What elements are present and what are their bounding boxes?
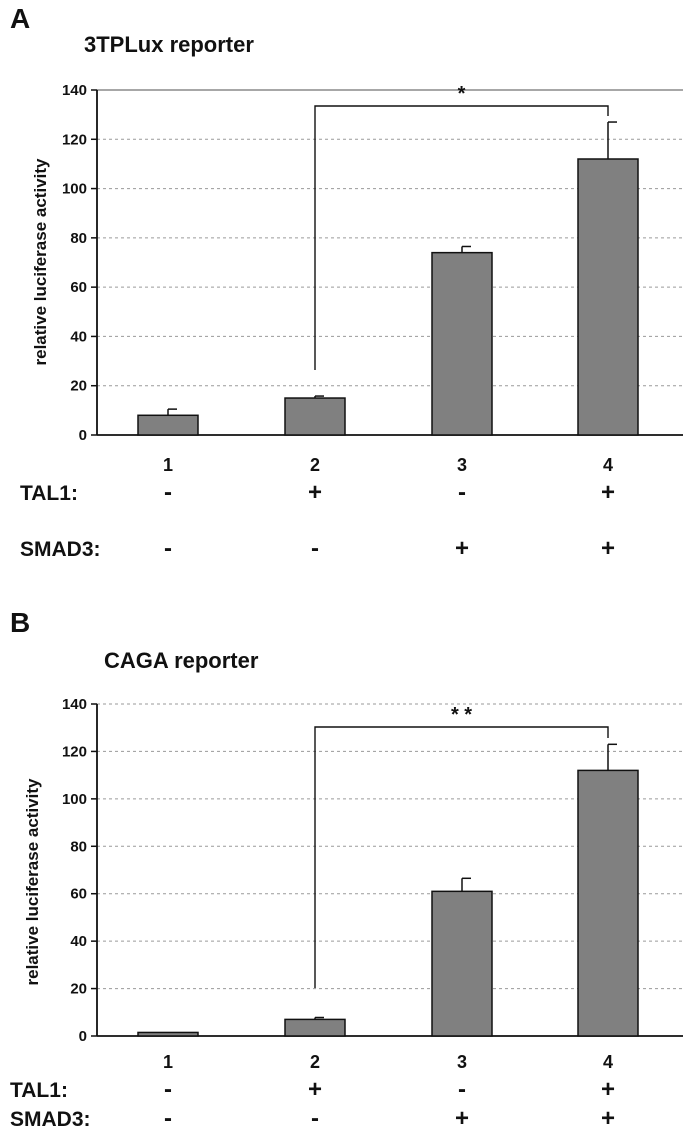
panel-b-significance-label: * *	[451, 704, 472, 726]
panel-b-condition-sign: -	[458, 1076, 466, 1103]
panel-a-plot: 0 20 40 60 80 100 120 140 relative luciferase ac…	[20, 82, 683, 562]
panel-b-y-axis-label: relative luciferase activity	[23, 778, 42, 986]
panel-a-significance-label: *	[458, 83, 466, 105]
panel-a-condition-sign: +	[601, 479, 615, 506]
panel-b-bar-2	[284, 1018, 346, 1037]
panel-a-y-axis-label: relative luciferase activity	[31, 158, 50, 366]
panel-b-condition-sign: +	[308, 1076, 322, 1103]
panel-a-category-label-1: 1	[163, 455, 173, 475]
panel-b-bar-3	[431, 890, 493, 1037]
panel-a-title: 3TPLux reporter	[84, 32, 254, 57]
panel-b-condition-label-1: TAL1:	[10, 1079, 68, 1102]
panel-b-condition-sign: +	[455, 1105, 469, 1132]
panel-b-ytick-label: 40	[70, 933, 87, 950]
panel-b-letter: B	[10, 607, 30, 638]
panel-a-ytick-label: 120	[62, 131, 87, 148]
panel-b-condition-sign: -	[164, 1105, 172, 1132]
panel-b-ytick-label: 140	[62, 696, 87, 713]
panel-b-bar-1	[137, 1031, 199, 1037]
panel-a-bar-1	[137, 414, 199, 436]
panel-a-condition-sign: -	[164, 535, 172, 562]
panel-a-category-label-3: 3	[457, 455, 467, 475]
panel-a-ytick-label: 0	[79, 427, 87, 444]
panel-b-category-label-3: 3	[457, 1052, 467, 1072]
panel-a-bar-2	[284, 397, 346, 436]
panel-a-condition-label-1: TAL1:	[20, 482, 78, 505]
panel-b-bar-4	[577, 769, 639, 1037]
panel-b-condition-sign: -	[311, 1105, 319, 1132]
panel-a-condition-sign: -	[458, 479, 466, 506]
panel-b-category-label-4: 4	[603, 1052, 613, 1072]
panel-a-condition-label-2: SMAD3:	[20, 538, 101, 561]
panel-b-condition-sign: +	[601, 1076, 615, 1103]
panel-b-ytick-label: 120	[62, 743, 87, 760]
panel-b-condition-sign: +	[601, 1105, 615, 1132]
panel-a: A 3TPLux reporter 0 20 40 60 80 100 120 140 rela…	[10, 3, 683, 562]
panel-a-bar-4	[577, 158, 639, 436]
panel-a-condition-sign: +	[308, 479, 322, 506]
panel-a-bar-3	[431, 251, 493, 436]
panel-b-significance-bracket	[314, 726, 609, 988]
panel-a-ytick-label: 20	[70, 378, 87, 395]
panel-a-letter: A	[10, 3, 30, 34]
panel-a-significance-bracket	[314, 105, 609, 370]
panel-a-condition-sign: -	[311, 535, 319, 562]
panel-b-condition-label-2: SMAD3:	[10, 1108, 91, 1131]
panel-a-condition-sign: -	[164, 479, 172, 506]
panel-b-ytick-label: 0	[79, 1028, 87, 1045]
panel-a-condition-sign: +	[601, 535, 615, 562]
panel-b-title: CAGA reporter	[104, 648, 259, 673]
panel-a-ytick-label: 80	[70, 230, 87, 247]
panel-a-ytick-label: 40	[70, 328, 87, 345]
panel-b-category-label-2: 2	[310, 1052, 320, 1072]
panel-b-ytick-label: 100	[62, 791, 87, 808]
panel-b-category-label-1: 1	[163, 1052, 173, 1072]
panel-a-ytick-label: 140	[62, 82, 87, 99]
panel-b-plot: 0 20 40 60 80 100 120 140 relative luciferase ac…	[10, 696, 683, 1132]
panel-a-category-label-4: 4	[603, 455, 613, 475]
panel-a-ytick-label: 100	[62, 181, 87, 198]
panel-a-ytick-label: 60	[70, 279, 87, 296]
panel-a-category-label-2: 2	[310, 455, 320, 475]
panel-b-condition-sign: -	[164, 1076, 172, 1103]
panel-b-ytick-label: 60	[70, 886, 87, 903]
panel-b-ytick-label: 20	[70, 981, 87, 998]
panel-b: B CAGA reporter 0 20 40 60 80 100 120 140 relati…	[10, 607, 683, 1132]
panel-b-ytick-label: 80	[70, 838, 87, 855]
panel-a-condition-sign: +	[455, 535, 469, 562]
